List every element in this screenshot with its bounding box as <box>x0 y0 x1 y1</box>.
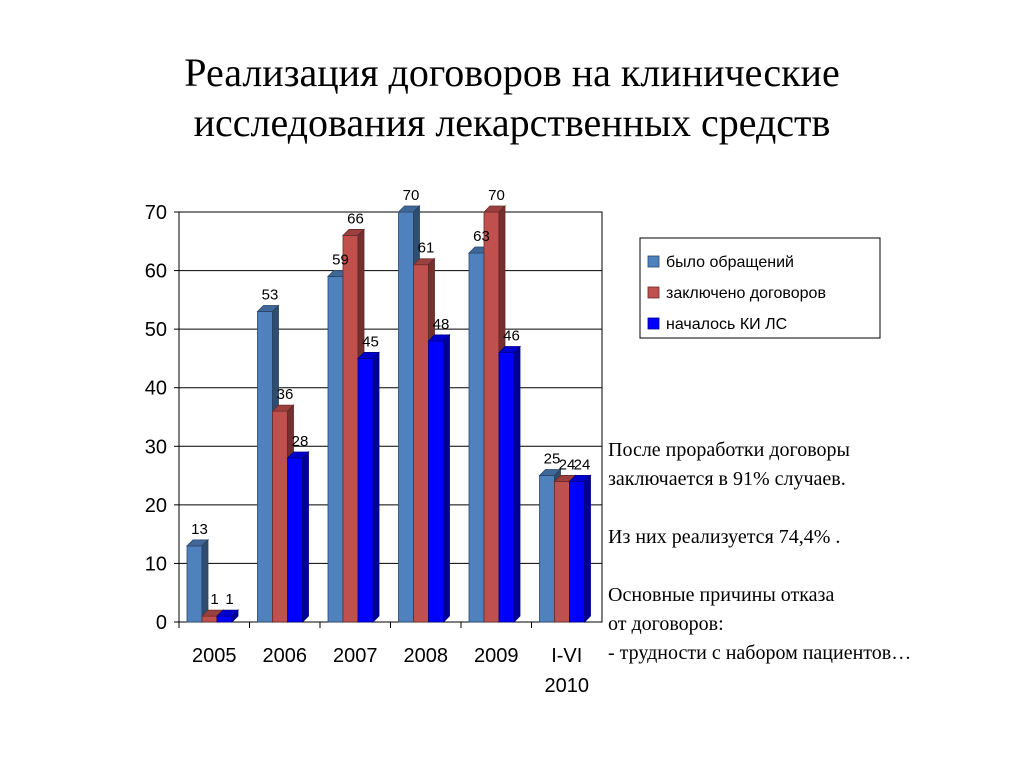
bar-front <box>327 276 344 623</box>
y-tick-label: 10 <box>145 553 167 575</box>
note-line: от договоров: <box>608 613 724 635</box>
legend-swatch <box>647 317 660 330</box>
x-tick-label: 2005 <box>192 645 237 667</box>
x-tick-label: 2009 <box>474 645 519 667</box>
legend-swatch <box>647 255 660 268</box>
x-tick-label: I-VI 2010 <box>545 645 590 697</box>
slide-title: Реализация договоров на клинические иссл… <box>0 48 1024 148</box>
y-tick-label: 60 <box>145 261 167 283</box>
notes-text: После проработки договоры заключается в … <box>608 436 1018 668</box>
data-label: 63 <box>473 228 490 245</box>
bar-side <box>302 451 309 623</box>
plot-area <box>178 211 603 623</box>
bar-front <box>413 264 429 623</box>
data-label: 28 <box>292 433 309 450</box>
data-label: 48 <box>433 316 450 333</box>
legend-swatch <box>647 286 660 299</box>
bar <box>427 333 451 623</box>
data-label: 13 <box>191 521 208 538</box>
data-label: 1 <box>225 591 233 608</box>
y-tick-label: 0 <box>156 612 167 634</box>
bar <box>498 345 521 623</box>
y-tick-label: 50 <box>145 319 167 341</box>
note-line: заключается в 91% случаев. <box>608 468 846 490</box>
bar-front <box>342 235 359 623</box>
y-tick-label: 30 <box>145 436 167 458</box>
legend-label: было обращений <box>666 254 794 271</box>
data-label: 70 <box>488 187 505 204</box>
note-line: Из них реализуется 74,4% . <box>608 526 841 548</box>
bar-side <box>443 333 450 623</box>
bar-front <box>569 481 585 623</box>
data-label: 25 <box>544 451 561 468</box>
bar-front <box>357 358 374 623</box>
data-label: 24 <box>559 456 576 473</box>
bar-front <box>539 475 555 623</box>
bar-front <box>216 615 233 623</box>
bar-side <box>584 474 591 623</box>
bar-side <box>513 345 521 623</box>
data-label: 46 <box>503 328 520 345</box>
data-label: 45 <box>362 333 379 350</box>
bar-front <box>186 545 203 623</box>
bar <box>216 609 239 623</box>
legend-label: началось КИ ЛС <box>666 316 787 333</box>
bar-front <box>428 340 444 623</box>
data-label: 53 <box>262 287 279 304</box>
data-label: 24 <box>574 456 591 473</box>
bar <box>357 351 380 623</box>
note-line: После проработки договоры <box>608 439 850 461</box>
data-label: 36 <box>277 386 294 403</box>
x-tick-label: 2008 <box>404 645 449 667</box>
bar-front <box>483 211 500 623</box>
bar <box>286 451 310 623</box>
slide-title-line-1: Реализация договоров на клинические <box>184 50 840 95</box>
legend: было обращений заключено договоров началос… <box>639 237 881 339</box>
bar-side <box>201 538 209 623</box>
legend-box <box>639 237 881 339</box>
bar <box>568 474 592 623</box>
y-tick-label: 70 <box>145 202 167 224</box>
bar-front <box>554 481 570 623</box>
note-line: Основные причины отказа <box>608 584 835 606</box>
data-label: 1 <box>210 591 218 608</box>
bar-front <box>287 457 303 623</box>
legend-label: заключено договоров <box>666 285 826 302</box>
note-line: - трудности с набором пациентов… <box>608 642 912 664</box>
data-label: 66 <box>347 210 364 227</box>
bar-front <box>468 252 485 623</box>
data-label: 59 <box>332 251 349 268</box>
bar-side <box>231 609 239 623</box>
bar <box>186 538 209 623</box>
y-axis: 0 10 20 30 40 50 60 70 <box>145 202 179 634</box>
bar-side <box>372 351 380 623</box>
bar-front <box>257 311 273 623</box>
x-tick-label: 2006 <box>263 645 308 667</box>
y-tick-label: 40 <box>145 378 167 400</box>
gridlines <box>179 270 602 564</box>
x-axis: 2005 2006 2007 2008 2009 I-VI 2010 <box>178 622 590 697</box>
plot-border <box>178 211 603 623</box>
data-label: 61 <box>418 240 435 257</box>
bar-front <box>398 211 414 623</box>
data-label: 70 <box>403 187 420 204</box>
bar-front <box>201 615 218 623</box>
x-tick-label: 2007 <box>333 645 378 667</box>
bar-series <box>186 205 592 623</box>
slide-title-line-2: исследования лекарственных средств <box>193 100 831 145</box>
bar-front <box>498 352 515 623</box>
y-tick-label: 20 <box>145 495 167 517</box>
bar-front <box>272 410 288 623</box>
